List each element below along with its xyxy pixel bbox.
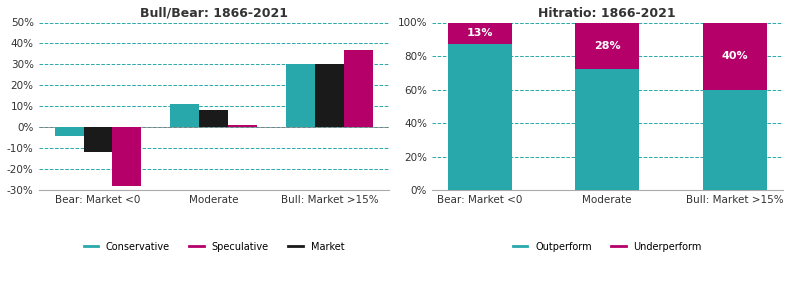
- Bar: [575, 69, 639, 190]
- Bar: [703, 89, 766, 190]
- Bar: [448, 22, 511, 44]
- Bar: [448, 44, 511, 190]
- Bar: [575, 22, 639, 69]
- Bar: [199, 110, 229, 127]
- Bar: [170, 104, 199, 127]
- Legend: Conservative, Speculative, Market: Conservative, Speculative, Market: [80, 238, 348, 256]
- Bar: [703, 22, 766, 89]
- Bar: [315, 64, 345, 127]
- Bar: [54, 127, 83, 136]
- Bar: [83, 127, 113, 153]
- Legend: Outperform, Underperform: Outperform, Underperform: [509, 238, 706, 256]
- Bar: [113, 127, 142, 186]
- Title: Hitratio: 1866-2021: Hitratio: 1866-2021: [538, 7, 676, 20]
- Title: Bull/Bear: 1866-2021: Bull/Bear: 1866-2021: [140, 7, 288, 20]
- Bar: [229, 125, 258, 127]
- Text: 40%: 40%: [722, 51, 748, 61]
- Text: 28%: 28%: [594, 41, 621, 51]
- Text: 13%: 13%: [466, 28, 493, 38]
- Bar: [345, 50, 374, 127]
- Bar: [286, 64, 315, 127]
